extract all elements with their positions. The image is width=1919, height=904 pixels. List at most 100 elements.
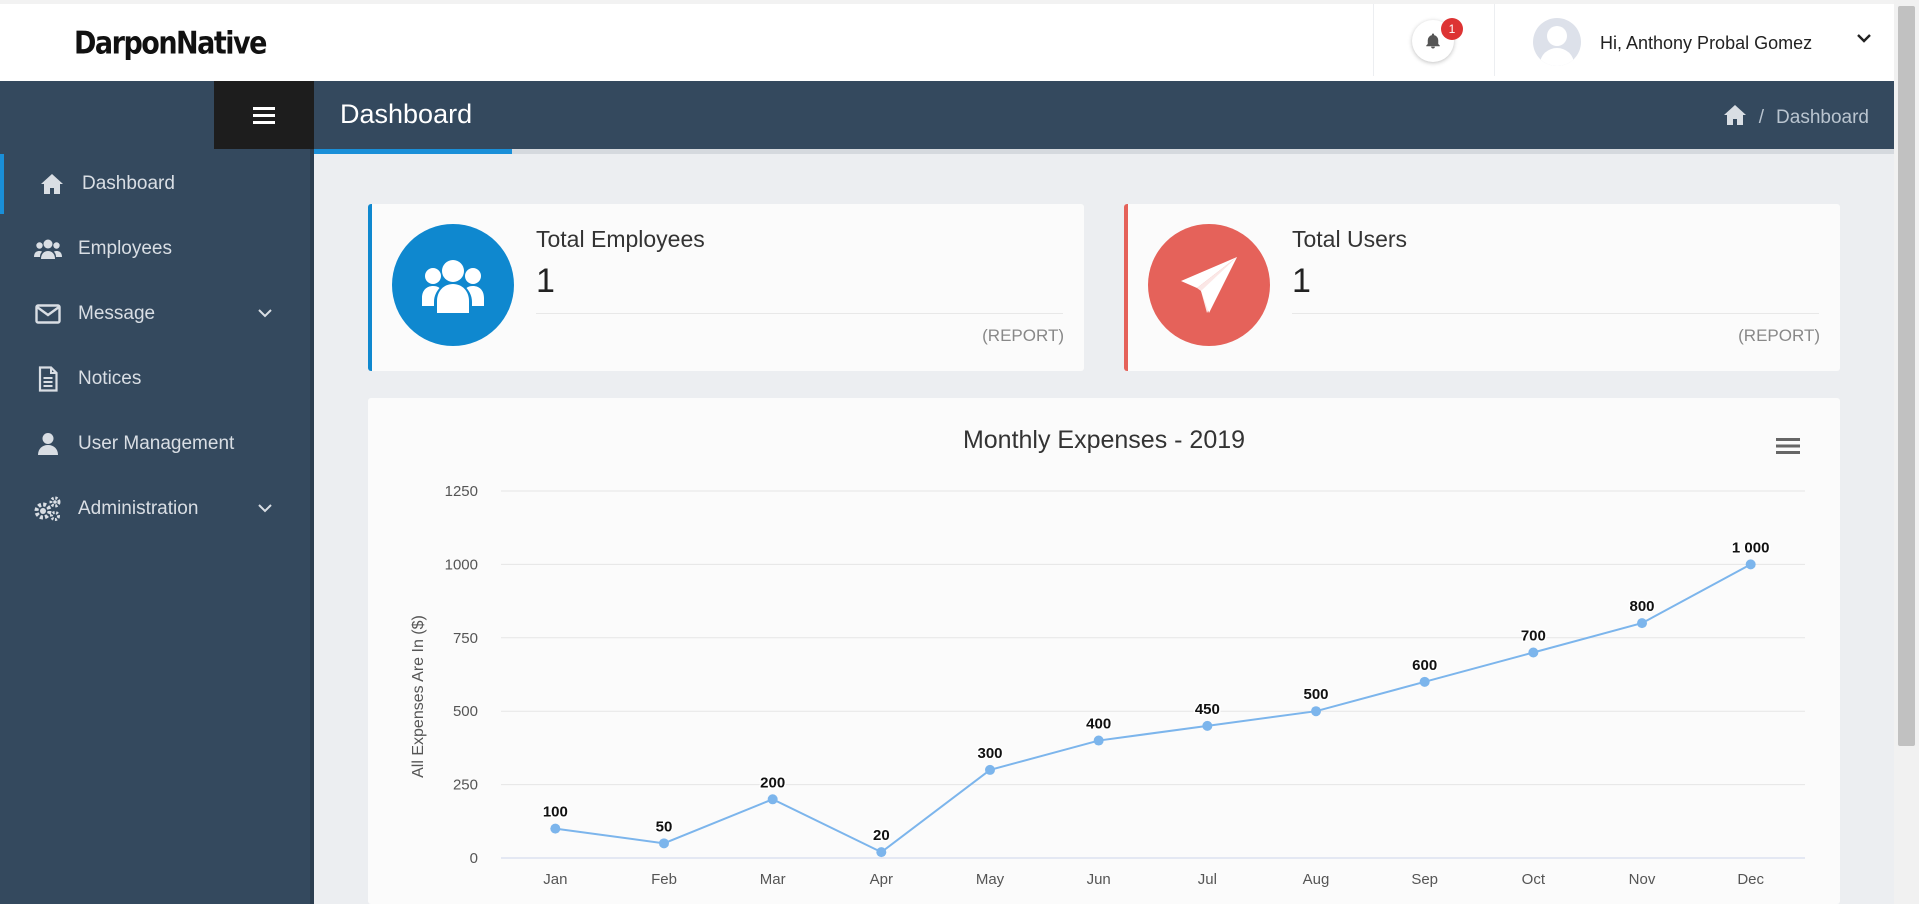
stat-card-total-employees: Total Employees 1 (REPORT) [368, 204, 1084, 371]
header-divider [1494, 4, 1495, 76]
report-link[interactable]: (REPORT) [982, 326, 1064, 345]
sidebar-toggle-button[interactable] [214, 81, 314, 149]
sidebar-item-label: Employees [78, 238, 172, 259]
chevron-down-icon [257, 498, 273, 520]
hamburger-icon [253, 107, 275, 124]
chevron-down-icon [257, 303, 273, 325]
hamburger-icon [1776, 438, 1800, 454]
monthly-expenses-chart: 0 250 500 750 1000 1250 All Expenses Are In ($… [410, 483, 1805, 888]
user-avatar-icon [1540, 26, 1574, 66]
avatar[interactable] [1533, 18, 1581, 66]
card-value: 1 [1292, 262, 1311, 300]
data-label: 100 [543, 804, 568, 821]
sidebar-item-user-management[interactable]: User Management [0, 414, 310, 474]
sidebar-item-label: Notices [78, 368, 142, 389]
page-header-bar [314, 81, 1894, 149]
data-label: 200 [760, 774, 785, 791]
card-divider [536, 313, 1063, 314]
data-label: 400 [1086, 716, 1111, 733]
x-tick-label: Aug [1303, 871, 1330, 888]
x-tick-label: Jun [1087, 871, 1111, 888]
chevron-down-icon[interactable] [1856, 30, 1872, 51]
data-point [550, 823, 561, 834]
data-label: 1 000 [1732, 539, 1770, 556]
sidebar-item-administration[interactable]: Administration [0, 479, 310, 539]
chart-panel: 0 250 500 750 1000 1250 All Expenses Are In ($… [368, 398, 1840, 904]
page-header-underline [314, 149, 1894, 154]
home-icon [38, 170, 66, 198]
card-accent-border [368, 204, 372, 371]
x-tick-label: Sep [1411, 871, 1438, 888]
data-point [1419, 676, 1430, 687]
sidebar-item-notices[interactable]: Notices [0, 349, 310, 409]
sidebar-item-label: Dashboard [82, 173, 175, 194]
data-point [985, 764, 995, 775]
gears-icon [34, 495, 62, 523]
notification-badge: 1 [1441, 18, 1463, 40]
data-point [659, 838, 669, 849]
data-label: 800 [1629, 598, 1654, 615]
paper-plane-icon [1148, 224, 1270, 346]
data-point [1202, 720, 1213, 731]
data-label: 600 [1412, 657, 1437, 674]
data-point [1745, 559, 1756, 570]
x-tick-label: May [976, 871, 1005, 888]
card-accent-border [1124, 204, 1128, 371]
stat-card-total-users: Total Users 1 (REPORT) [1124, 204, 1840, 371]
page-scrollbar-thumb[interactable] [1898, 6, 1915, 746]
users-icon [392, 224, 514, 346]
x-tick-label: Oct [1522, 871, 1546, 888]
y-tick-label: 1000 [445, 556, 478, 573]
data-point [876, 847, 887, 858]
x-tick-label: Dec [1737, 871, 1764, 888]
bell-icon [1426, 33, 1440, 49]
data-point [1311, 706, 1321, 717]
sidebar-item-dashboard[interactable]: Dashboard [0, 154, 310, 214]
home-icon[interactable] [1723, 104, 1747, 132]
report-link[interactable]: (REPORT) [1738, 326, 1820, 345]
user-icon [34, 430, 62, 458]
chart-menu-button[interactable] [1776, 436, 1800, 461]
data-label: 700 [1521, 627, 1546, 644]
y-tick-label: 750 [453, 630, 478, 647]
sidebar-item-message[interactable]: Message [0, 284, 310, 344]
sidebar-item-employees[interactable]: Employees [0, 219, 310, 279]
user-greeting[interactable]: Hi, Anthony Probal Gomez [1600, 33, 1813, 53]
data-point [1528, 647, 1539, 658]
data-point [1093, 735, 1104, 746]
y-tick-label: 0 [470, 850, 478, 867]
x-tick-label: Apr [870, 871, 893, 888]
envelope-icon [34, 300, 62, 328]
users-icon [34, 235, 62, 263]
data-label: 450 [1195, 701, 1220, 718]
y-tick-label: 1250 [445, 483, 478, 500]
sidebar: Dashboard Employees Message Notices User… [0, 81, 314, 904]
data-label: 300 [977, 745, 1002, 762]
data-label: 500 [1303, 686, 1328, 703]
data-point [767, 794, 778, 805]
file-icon [34, 365, 62, 393]
sidebar-item-label: Message [78, 303, 156, 324]
breadcrumb-separator: / [1758, 107, 1765, 128]
sidebar-item-label: User Management [78, 433, 235, 454]
breadcrumb-current: Dashboard [1776, 107, 1869, 128]
card-title: Total Users [1292, 226, 1408, 252]
sidebar-item-label: Administration [78, 498, 199, 519]
data-label: 50 [656, 818, 673, 835]
series-line [555, 563, 1752, 854]
page-title: Dashboard [340, 99, 473, 129]
x-tick-label: Feb [651, 871, 677, 888]
chart-title: Monthly Expenses - 2019 [962, 426, 1246, 454]
header-divider [1373, 4, 1374, 76]
y-axis-label: All Expenses Are In ($) [410, 615, 427, 778]
y-tick-label: 500 [453, 703, 478, 720]
data-label: 20 [873, 827, 890, 844]
y-tick-label: 250 [453, 777, 478, 794]
app-logo[interactable]: DarponNative [74, 26, 267, 62]
card-value: 1 [536, 262, 555, 300]
x-tick-label: Mar [760, 871, 786, 888]
card-divider [1292, 313, 1819, 314]
data-point [1637, 618, 1647, 629]
x-tick-label: Nov [1629, 871, 1656, 888]
x-tick-label: Jan [543, 871, 567, 888]
